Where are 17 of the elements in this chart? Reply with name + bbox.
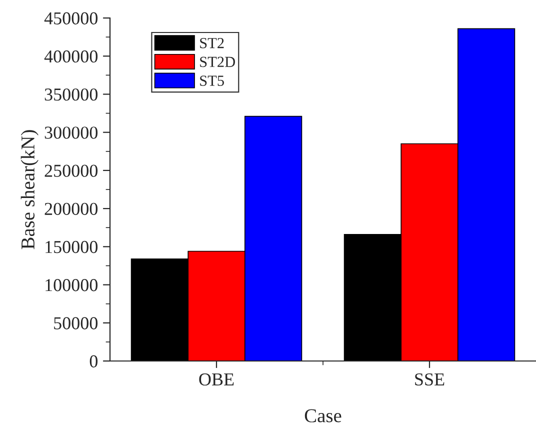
- y-tick-label: 200000: [44, 202, 98, 215]
- y-tick-label: 150000: [46, 240, 98, 254]
- y-tick-label: 100000: [46, 279, 98, 292]
- y-tick-label: 300000: [44, 126, 98, 139]
- y-axis-title: Base shear(kN): [20, 130, 38, 250]
- y-tick-label: 350000: [44, 88, 98, 101]
- y-tick-label: 0: [90, 355, 98, 368]
- legend-label: ST2: [200, 38, 224, 48]
- x-tick-label: OBE: [199, 373, 234, 386]
- legend-label: ST2D: [200, 56, 235, 68]
- y-tick-label: 450000: [44, 12, 98, 24]
- y-tick-label: 50000: [54, 317, 98, 330]
- y-tick-label: 400000: [44, 50, 98, 63]
- x-tick-label: SSE: [415, 373, 444, 386]
- y-tick-label: 250000: [44, 164, 98, 177]
- legend-label: ST5: [200, 76, 224, 86]
- x-axis-title: Case: [304, 409, 342, 422]
